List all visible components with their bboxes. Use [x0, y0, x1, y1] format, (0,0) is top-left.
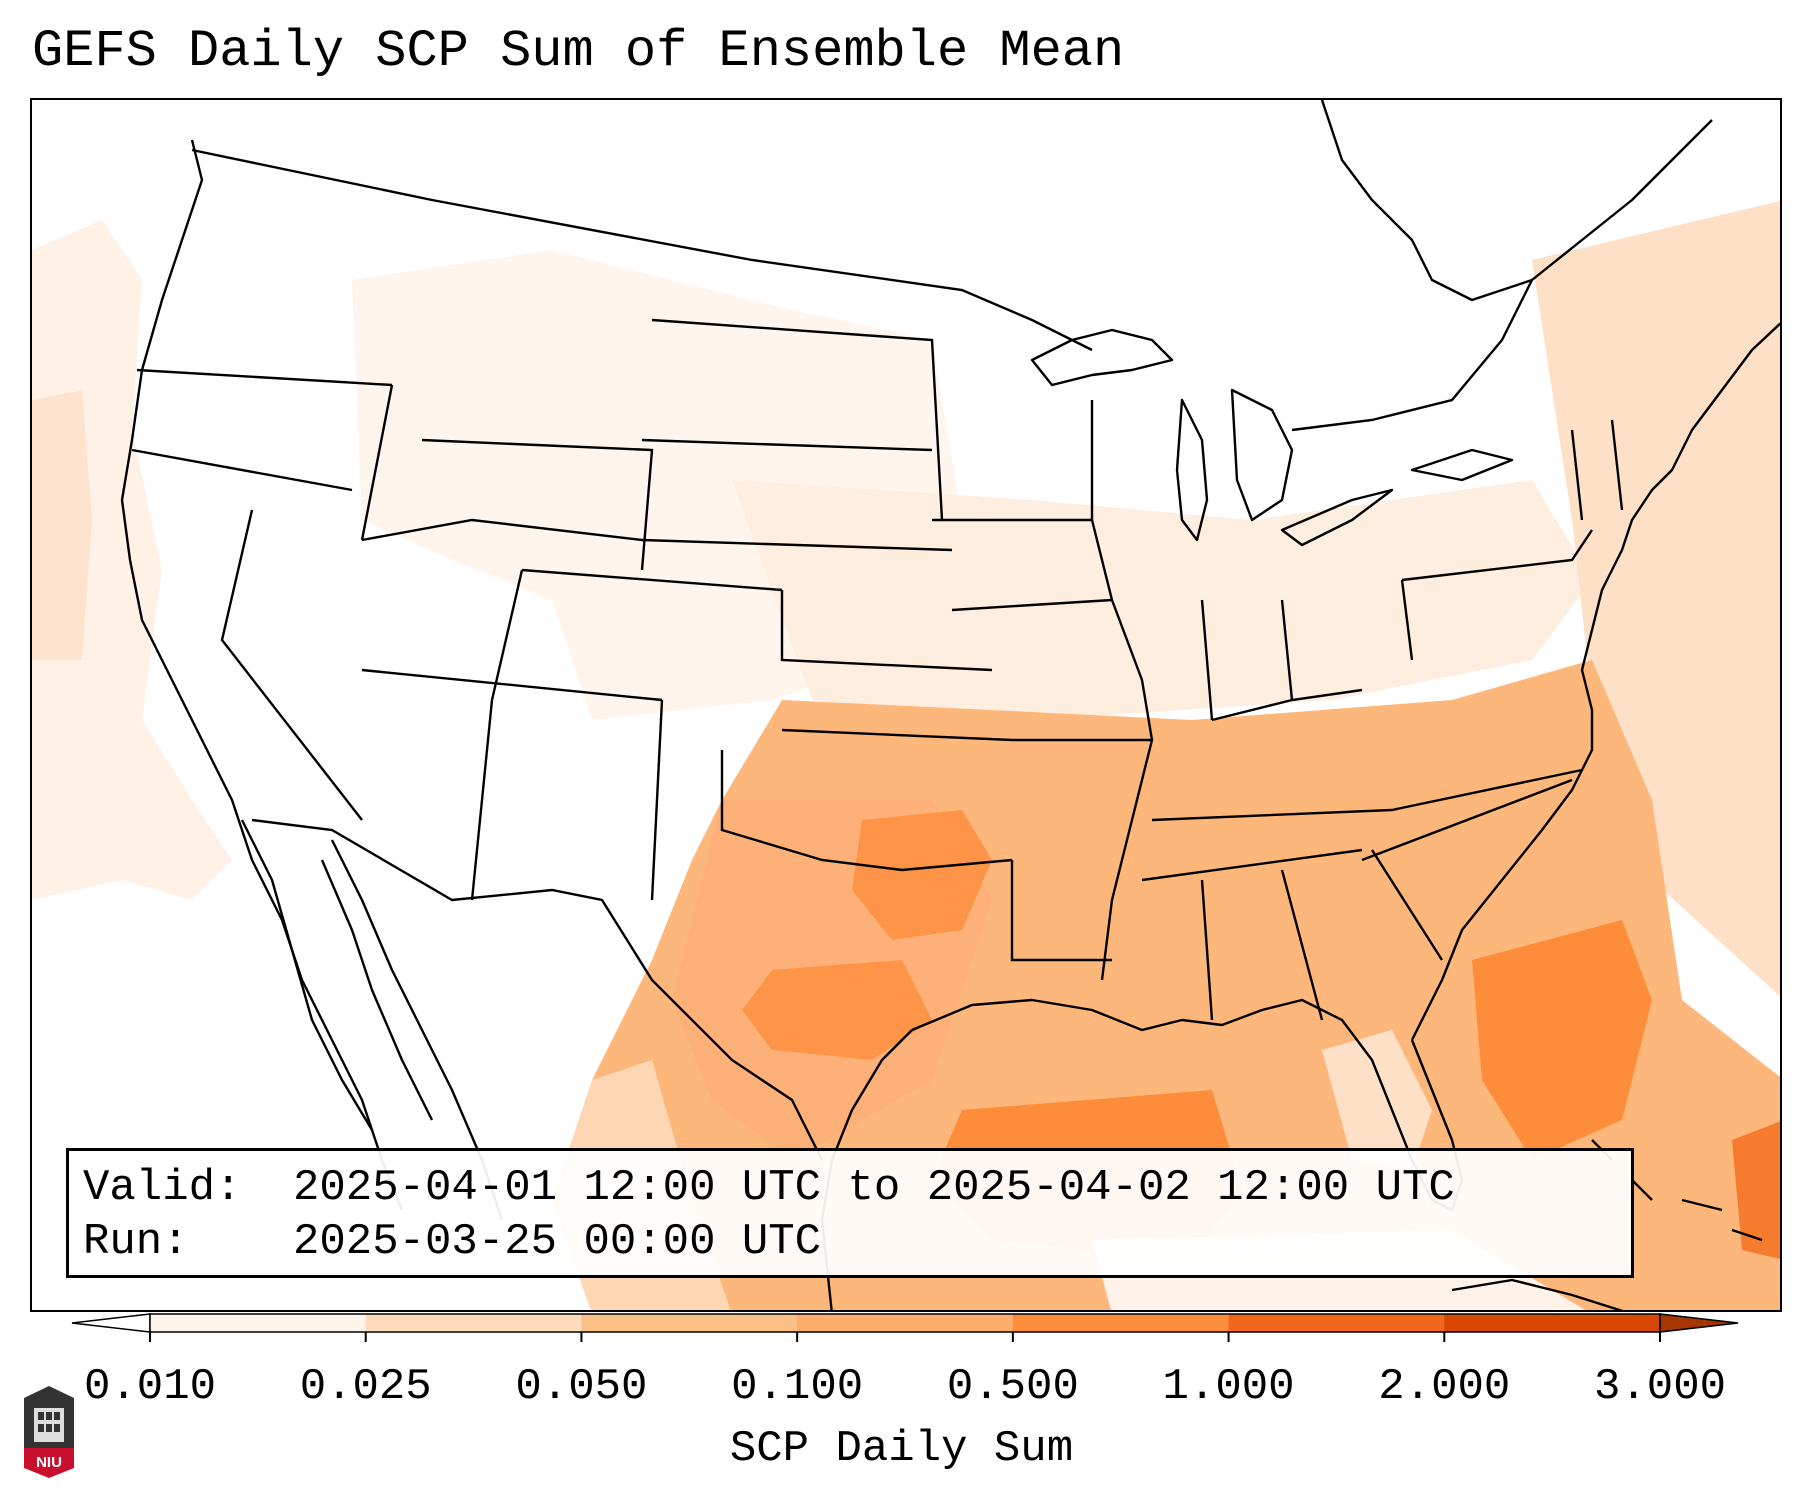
lake-superior [1030, 328, 1174, 387]
lake-ontario [1410, 448, 1514, 482]
shade-florida-light [1322, 1030, 1432, 1170]
colorbar-tick-label: 2.000 [1378, 1362, 1511, 1412]
border-nm-west [470, 699, 494, 901]
coast-cuba [1451, 1278, 1624, 1310]
border-ne-ks [780, 590, 993, 672]
state-borders [131, 148, 1624, 1161]
border-us-canada [191, 148, 1534, 432]
colorbar-segment [150, 1314, 367, 1332]
core-atlantic [1472, 920, 1652, 1160]
coast-baja [240, 819, 434, 1131]
border-co-west [490, 569, 524, 701]
logo-text: NIU [36, 1454, 62, 1471]
shade-northeast-atlantic [1532, 200, 1780, 997]
colorbar-tick-label: 0.010 [83, 1362, 217, 1412]
border-us-mexico [251, 818, 824, 1161]
colorbar-outline [149, 1313, 1661, 1333]
colorbar-tick-label: 0.500 [946, 1362, 1079, 1412]
border-wy [421, 438, 654, 571]
colorbar-segment [1012, 1314, 1230, 1332]
border-al-ga [1280, 869, 1324, 1021]
border-mt-south [361, 518, 643, 542]
border-tn-ky [1151, 768, 1583, 822]
core-texas [742, 960, 932, 1060]
colorbar: 0.010 0.025 0.050 0.100 0.500 1.000 2.000 3.000… [0, 1306, 1803, 1500]
core-caribbean [1732, 1121, 1780, 1260]
colorbar-label: SCP Daily Sum [729, 1424, 1074, 1474]
run-value: 2025-03-25 00:00 UTC [293, 1217, 822, 1267]
valid-key: Valid: [83, 1163, 242, 1213]
run-row: Run: 2025-03-25 00:00 UTC [83, 1215, 1617, 1269]
lake-michigan [1175, 398, 1209, 542]
run-key: Run: [83, 1217, 189, 1267]
border-dakotas [651, 318, 944, 521]
border-ny-ne [1570, 419, 1624, 521]
niu-tower-icon: NIU [24, 1386, 74, 1478]
border-il-in [1200, 599, 1214, 721]
coastlines [120, 100, 1780, 1310]
border-va-nc [1361, 778, 1573, 862]
valid-value: 2025-04-01 12:00 UTC to 2025-04-02 12:00… [293, 1163, 1455, 1213]
border-nv [220, 509, 363, 821]
colorbar-under-extension [71, 1313, 151, 1333]
coast-pacific [120, 139, 404, 1211]
border-pa [1401, 529, 1593, 582]
colorbar-over-extension [1659, 1313, 1739, 1333]
colorbar-segment [1228, 1314, 1445, 1332]
border-tn-south [1141, 848, 1363, 882]
lake-huron [1230, 388, 1294, 522]
border-nd-sd [641, 438, 933, 452]
colorbar-segment [1444, 1314, 1661, 1332]
border-mississippi [1090, 519, 1154, 981]
lake-erie [1280, 488, 1394, 547]
colorbar-segment [797, 1314, 1014, 1332]
map-panel[interactable] [30, 98, 1782, 1312]
coast-hudson [1320, 100, 1713, 302]
border-sc-ga [1370, 849, 1444, 961]
border-ia-mo [951, 598, 1113, 612]
border-in-oh [1280, 599, 1294, 701]
border-wa-or [136, 368, 393, 387]
validity-info-box: Valid: 2025-04-01 12:00 UTC to 2025-04-0… [66, 1148, 1634, 1278]
border-id-west [360, 384, 394, 541]
border-oh-pa [1400, 579, 1414, 661]
shade-pacific-coast [32, 390, 92, 660]
colorbar-tick-label: 3.000 [1593, 1362, 1727, 1412]
chart-title: GEFS Daily SCP Sum of Ensemble Mean [32, 22, 1125, 81]
colorbar-segment [581, 1314, 798, 1332]
border-or-ca [131, 448, 353, 492]
shade-midwest-light [732, 480, 1592, 720]
colorbar-tick-label: 0.100 [731, 1362, 864, 1412]
coast-atlantic [1410, 322, 1780, 1041]
colorbar-graphic [71, 1313, 1739, 1342]
border-ut-az [361, 668, 663, 702]
valid-row: Valid: 2025-04-01 12:00 UTC to 2025-04-0… [83, 1161, 1617, 1215]
border-nm-east [650, 699, 664, 901]
border-sd-ne [641, 538, 953, 552]
niu-logo: NIU [20, 1384, 78, 1480]
colorbar-tick-label: 1.000 [1162, 1362, 1295, 1412]
border-ks-ok [781, 728, 1013, 742]
border-ar-la [1010, 860, 1112, 962]
colorbar-segment [365, 1314, 582, 1332]
colorbar-tick-label: 0.025 [299, 1362, 432, 1412]
colorbar-tick-label: 0.050 [515, 1362, 648, 1412]
border-ok-tx [720, 750, 1013, 872]
core-oklahoma [852, 810, 992, 940]
scp-shading [32, 200, 1780, 1310]
border-co-north [521, 568, 783, 592]
border-ms-al [1200, 879, 1214, 1021]
scp-map [32, 100, 1780, 1310]
